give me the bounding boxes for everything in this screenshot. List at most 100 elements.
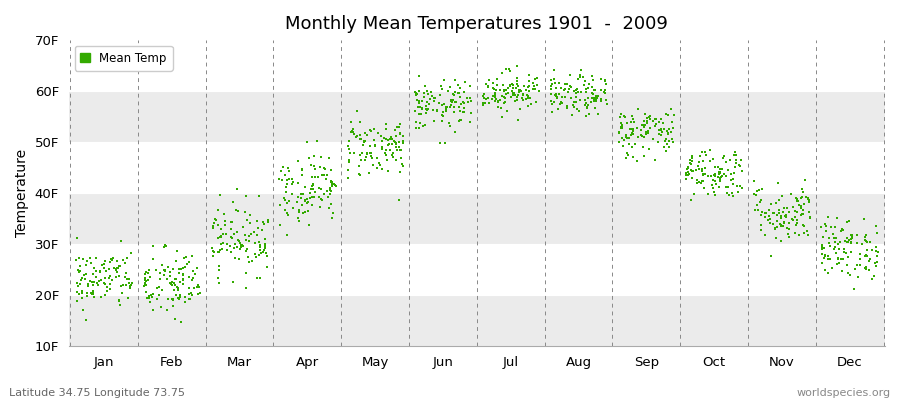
Point [581, 111, 596, 117]
Point [120, 255, 134, 262]
Point [854, 240, 868, 247]
Point [245, 257, 259, 264]
Point [591, 111, 606, 117]
Point [587, 96, 601, 102]
Point [579, 100, 593, 107]
Point [657, 144, 671, 150]
Point [250, 232, 265, 238]
Point [151, 291, 166, 298]
Point [340, 175, 355, 181]
Point [829, 235, 843, 242]
Point [239, 237, 254, 243]
Point [837, 246, 851, 252]
Point [571, 86, 585, 92]
Point [625, 131, 639, 138]
Point [115, 282, 130, 288]
Point [280, 210, 294, 216]
Point [208, 216, 222, 222]
Point [475, 102, 490, 108]
Point [796, 200, 811, 207]
Point [412, 72, 427, 79]
Point [140, 295, 155, 301]
Point [302, 190, 317, 196]
Point [706, 182, 720, 188]
Point [99, 284, 113, 290]
Point [680, 165, 695, 171]
Point [482, 83, 496, 90]
Point [464, 98, 479, 104]
Point [503, 94, 517, 101]
Point [622, 135, 636, 141]
Point [366, 161, 381, 168]
Point [778, 212, 793, 219]
Point [494, 70, 508, 77]
Point [295, 172, 310, 178]
Point [359, 150, 374, 156]
Point [758, 210, 772, 216]
Point [771, 210, 786, 216]
Point [188, 270, 202, 277]
Point [509, 74, 524, 81]
Point [356, 138, 371, 145]
Point [167, 282, 182, 288]
Point [500, 90, 515, 96]
Point [844, 232, 859, 238]
Point [180, 261, 194, 267]
Point [754, 212, 769, 218]
Point [72, 291, 86, 297]
Point [124, 279, 139, 286]
Point [161, 296, 176, 302]
Point [408, 108, 422, 114]
Point [305, 202, 320, 208]
Point [643, 125, 657, 131]
Point [212, 222, 226, 228]
Point [613, 114, 627, 120]
Point [435, 102, 449, 108]
Point [695, 178, 709, 185]
Point [662, 126, 676, 132]
Point [444, 102, 458, 108]
Point [177, 264, 192, 270]
Point [171, 286, 185, 293]
Point [549, 90, 563, 97]
Point [212, 234, 227, 240]
Point [545, 80, 560, 87]
Point [794, 204, 808, 211]
Point [428, 95, 443, 101]
Point [172, 296, 186, 302]
Point [420, 99, 435, 106]
Point [109, 267, 123, 273]
Point [822, 240, 836, 246]
Point [230, 186, 245, 192]
Point [146, 256, 160, 262]
Point [103, 258, 117, 265]
Point [695, 166, 709, 172]
Point [153, 270, 167, 276]
Point [242, 238, 256, 244]
Point [191, 290, 205, 297]
Point [815, 242, 830, 248]
Point [703, 147, 717, 153]
Point [458, 79, 473, 85]
Point [548, 80, 562, 86]
Point [123, 250, 138, 256]
Point [93, 269, 107, 276]
Point [460, 95, 474, 101]
Point [826, 231, 841, 237]
Point [762, 213, 777, 220]
Point [285, 181, 300, 188]
Point [75, 295, 89, 301]
Point [428, 98, 442, 104]
Point [594, 97, 608, 104]
Point [509, 63, 524, 69]
Point [656, 126, 670, 132]
Bar [68, 91, 885, 142]
Point [409, 124, 423, 131]
Point [708, 172, 723, 178]
Point [513, 106, 527, 112]
Point [491, 98, 505, 104]
Point [796, 189, 811, 196]
Point [860, 253, 875, 259]
Point [157, 267, 171, 273]
Point [159, 307, 174, 314]
